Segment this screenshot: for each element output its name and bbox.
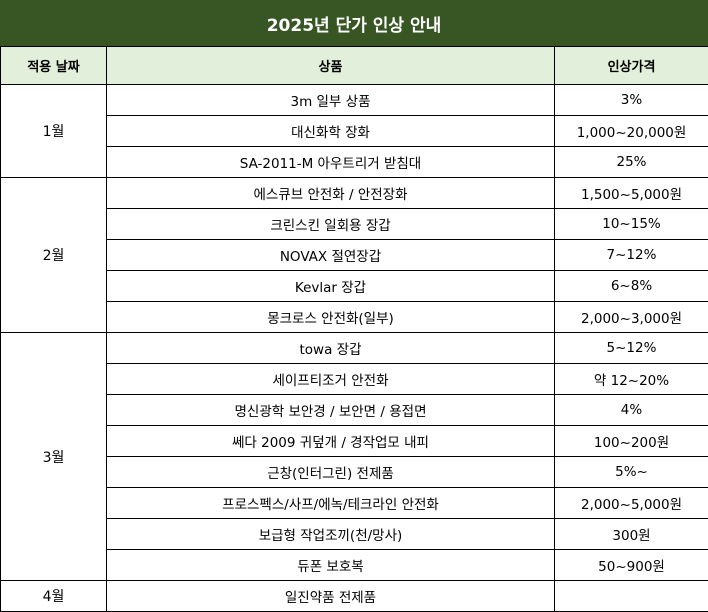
increase-cell: 10~15%: [555, 209, 708, 240]
product-cell: 일진약품 전제품: [107, 581, 555, 612]
header-row: 적용 날짜 상품 인상가격: [1, 47, 708, 85]
product-cell: 에스큐브 안전화 / 안전장화: [107, 178, 555, 209]
increase-cell: 2,000~3,000원: [555, 302, 708, 333]
product-cell: SA-2011-M 아우트리거 받침대: [107, 147, 555, 178]
table-row: 근창(인터그린) 전제품 5%~: [1, 457, 708, 488]
increase-cell: 100~200원: [555, 426, 708, 457]
header-month: 적용 날짜: [1, 47, 107, 85]
increase-cell: 4%: [555, 395, 708, 426]
table-row: SA-2011-M 아우트리거 받침대 25%: [1, 147, 708, 178]
table-row: 듀폰 보호복 50~900원: [1, 550, 708, 581]
product-cell: 쎄다 2009 귀덮개 / 경작업모 내피: [107, 426, 555, 457]
product-cell: Kevlar 장갑: [107, 271, 555, 302]
product-cell: 몽크로스 안전화(일부): [107, 302, 555, 333]
product-cell: 크린스킨 일회용 장갑: [107, 209, 555, 240]
table-row: 크린스킨 일회용 장갑 10~15%: [1, 209, 708, 240]
table-row: 3월 towa 장갑 5~12%: [1, 333, 708, 364]
product-cell: 근창(인터그린) 전제품: [107, 457, 555, 488]
product-cell: 프로스펙스/사프/에녹/테크라인 안전화: [107, 488, 555, 519]
product-cell: 듀폰 보호복: [107, 550, 555, 581]
table-row: 세이프티조거 안전화 약 12~20%: [1, 364, 708, 395]
increase-cell: 5~12%: [555, 333, 708, 364]
product-cell: 대신화학 장화: [107, 116, 555, 147]
table-row: NOVAX 절연장갑 7~12%: [1, 240, 708, 271]
table-row: 4월 일진약품 전제품: [1, 581, 708, 612]
table-row: Kevlar 장갑 6~8%: [1, 271, 708, 302]
header-product: 상품: [107, 47, 555, 85]
month-cell: 2월: [1, 178, 107, 333]
table-row: 보급형 작업조끼(천/망사) 300원: [1, 519, 708, 550]
sheet-title: 2025년 단가 인상 안내: [0, 0, 708, 47]
increase-cell: 약 12~20%: [555, 364, 708, 395]
month-cell: 4월: [1, 581, 107, 612]
table-row: 대신화학 장화 1,000~20,000원: [1, 116, 708, 147]
increase-cell: 2,000~5,000원: [555, 488, 708, 519]
increase-cell: 1,000~20,000원: [555, 116, 708, 147]
increase-cell: 25%: [555, 147, 708, 178]
product-cell: towa 장갑: [107, 333, 555, 364]
increase-cell: 6~8%: [555, 271, 708, 302]
header-increase: 인상가격: [555, 47, 708, 85]
month-cell: 1월: [1, 85, 107, 178]
product-cell: NOVAX 절연장갑: [107, 240, 555, 271]
increase-cell: 7~12%: [555, 240, 708, 271]
product-cell: 보급형 작업조끼(천/망사): [107, 519, 555, 550]
product-cell: 세이프티조거 안전화: [107, 364, 555, 395]
table-row: 1월 3m 일부 상품 3%: [1, 85, 708, 116]
month-cell: 3월: [1, 333, 107, 581]
table-row: 쎄다 2009 귀덮개 / 경작업모 내피 100~200원: [1, 426, 708, 457]
increase-cell: 5%~: [555, 457, 708, 488]
increase-cell: 50~900원: [555, 550, 708, 581]
increase-cell: [555, 581, 708, 612]
product-cell: 3m 일부 상품: [107, 85, 555, 116]
product-cell: 명신광학 보안경 / 보안면 / 용접면: [107, 395, 555, 426]
increase-cell: 1,500~5,000원: [555, 178, 708, 209]
table-row: 2월 에스큐브 안전화 / 안전장화 1,500~5,000원: [1, 178, 708, 209]
table-row: 명신광학 보안경 / 보안면 / 용접면 4%: [1, 395, 708, 426]
table-row: 프로스펙스/사프/에녹/테크라인 안전화 2,000~5,000원: [1, 488, 708, 519]
price-table: 적용 날짜 상품 인상가격 1월 3m 일부 상품 3% 대신화학 장화 1,0…: [0, 46, 708, 612]
table-row: 몽크로스 안전화(일부) 2,000~3,000원: [1, 302, 708, 333]
increase-cell: 3%: [555, 85, 708, 116]
increase-cell: 300원: [555, 519, 708, 550]
